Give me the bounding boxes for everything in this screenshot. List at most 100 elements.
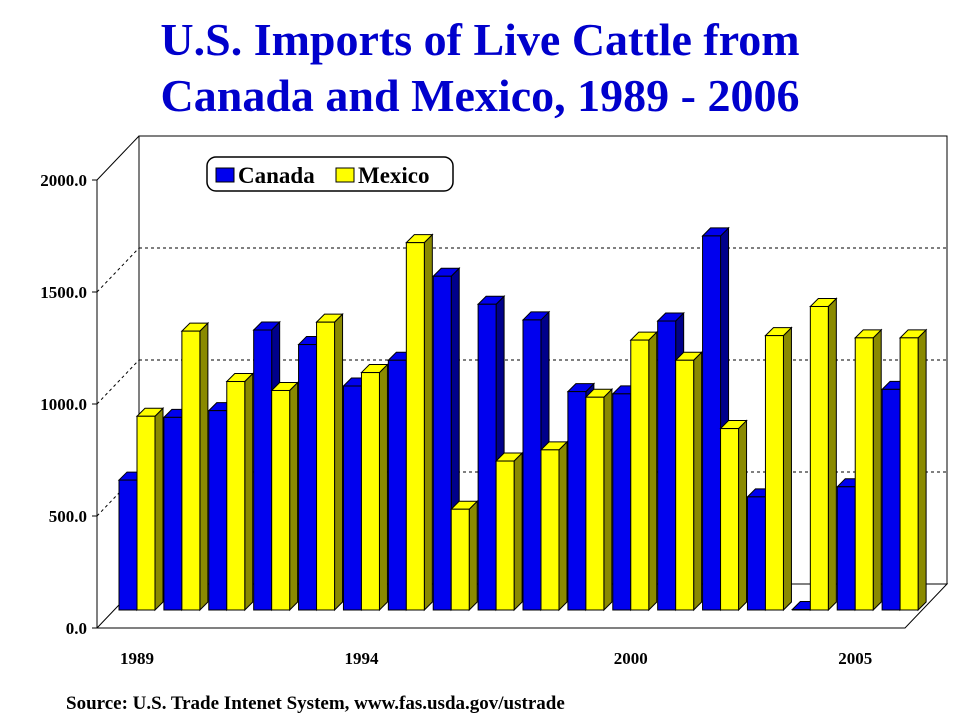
- bar-mexico-1994: [360, 363, 389, 612]
- bar-front: [675, 359, 695, 611]
- bar-front: [387, 359, 407, 611]
- gridline-depth: [96, 247, 140, 293]
- bar-side: [603, 387, 613, 612]
- bar-mexico-2006: [898, 328, 928, 612]
- bar-mexico-1989: [135, 407, 165, 612]
- side-wall-top-edge: [96, 135, 140, 181]
- bar-mexico-1991: [225, 372, 254, 612]
- source-note: Source: U.S. Trade Intenet System, www.f…: [66, 693, 565, 714]
- x-tick-label: 1989: [120, 649, 154, 668]
- bar-front: [271, 389, 291, 611]
- y-tick-label: 1500.0: [40, 283, 87, 302]
- bar-side: [423, 233, 433, 612]
- bar-front: [118, 479, 138, 611]
- bar-side: [693, 351, 703, 612]
- bar-side: [244, 372, 254, 612]
- legend-swatch: [215, 167, 235, 183]
- bar-front: [495, 460, 515, 611]
- legend-label: Mexico: [358, 163, 430, 188]
- bar-side: [154, 407, 164, 612]
- legend-label: Canada: [238, 163, 315, 188]
- bar-front: [163, 416, 183, 611]
- x-tick-label: 2005: [838, 649, 872, 668]
- bar-front: [809, 305, 829, 611]
- bar-mexico-2001: [674, 351, 703, 612]
- x-tick-label: 2000: [614, 649, 648, 668]
- bar-mexico-2004: [809, 297, 838, 612]
- bar-mexico-1998: [539, 440, 569, 612]
- bar-side: [917, 328, 927, 612]
- legend: Canada Mexico: [206, 156, 454, 192]
- bar-front: [720, 428, 740, 611]
- bar-front: [405, 242, 425, 611]
- bar-front: [764, 335, 784, 611]
- bars: [117, 226, 928, 612]
- y-tick-label: 2000.0: [40, 171, 87, 190]
- bar-front: [253, 329, 273, 611]
- bar-front: [316, 321, 336, 611]
- bar-mexico-2003: [764, 326, 793, 612]
- bar-side: [872, 328, 882, 612]
- bar-mexico-1997: [494, 451, 524, 612]
- y-tick-label: 500.0: [49, 507, 87, 526]
- bar-front: [432, 275, 452, 611]
- bar-front: [522, 319, 542, 611]
- bar-mexico-2000: [629, 330, 658, 612]
- y-axis: 0.0 500.0 1000.0 1500.0 2000.0: [40, 171, 97, 638]
- legend-swatch: [335, 167, 355, 183]
- bar-front: [136, 415, 156, 611]
- bar-side: [827, 297, 837, 612]
- bar-front: [226, 381, 246, 611]
- bar-front: [298, 344, 318, 611]
- bar-front: [612, 393, 632, 611]
- bar-mexico-1995: [405, 233, 434, 612]
- bar-front: [630, 339, 650, 611]
- bar-mexico-2002: [719, 419, 748, 612]
- x-axis: 1989 1994 2000 2005: [120, 649, 872, 668]
- y-tick-label: 1000.0: [40, 395, 87, 414]
- bar-front: [567, 391, 587, 611]
- bar-mexico-1993: [315, 312, 344, 612]
- bar-front: [702, 235, 722, 611]
- bar-front: [791, 609, 811, 611]
- bar-side: [558, 440, 568, 612]
- bar-side: [738, 419, 748, 612]
- bar-side: [648, 330, 658, 612]
- bar-front: [881, 388, 901, 611]
- bar-front: [342, 385, 362, 611]
- legend-item-mexico: Mexico: [335, 163, 430, 188]
- bar-mexico-1996: [450, 499, 479, 612]
- gridline-depth: [96, 359, 140, 405]
- bar-front: [899, 337, 919, 611]
- bar-front: [657, 320, 677, 611]
- bar-side: [468, 499, 478, 612]
- bar-mexico-1992: [270, 381, 299, 612]
- bar-mexico-1990: [180, 321, 210, 612]
- bar-side: [513, 451, 523, 612]
- bar-front: [854, 337, 874, 611]
- bar-side: [199, 321, 209, 612]
- bar-side: [289, 381, 299, 612]
- bar-front: [746, 496, 766, 611]
- y-tick-label: 0.0: [66, 619, 87, 638]
- bar-front: [208, 410, 228, 611]
- bar-mexico-2005: [854, 328, 883, 612]
- bar-front: [360, 372, 380, 611]
- bar-front: [836, 486, 856, 611]
- bar-side: [782, 326, 792, 612]
- bar-front: [585, 396, 605, 611]
- legend-item-canada: Canada: [215, 163, 315, 188]
- bar-front: [450, 508, 470, 611]
- chart-title-line1: U.S. Imports of Live Cattle from: [160, 14, 800, 65]
- bar-side: [334, 312, 344, 612]
- bar-front: [540, 449, 560, 611]
- bar-mexico-1999: [584, 387, 614, 612]
- x-tick-label: 1994: [344, 649, 379, 668]
- legend-box: [206, 156, 454, 192]
- bar-side: [378, 363, 388, 612]
- chart-title-line2: Canada and Mexico, 1989 - 2006: [160, 70, 800, 121]
- bar-front: [477, 303, 497, 611]
- bar-front: [181, 330, 201, 611]
- chart-title: U.S. Imports of Live Cattle from Canada …: [0, 12, 960, 124]
